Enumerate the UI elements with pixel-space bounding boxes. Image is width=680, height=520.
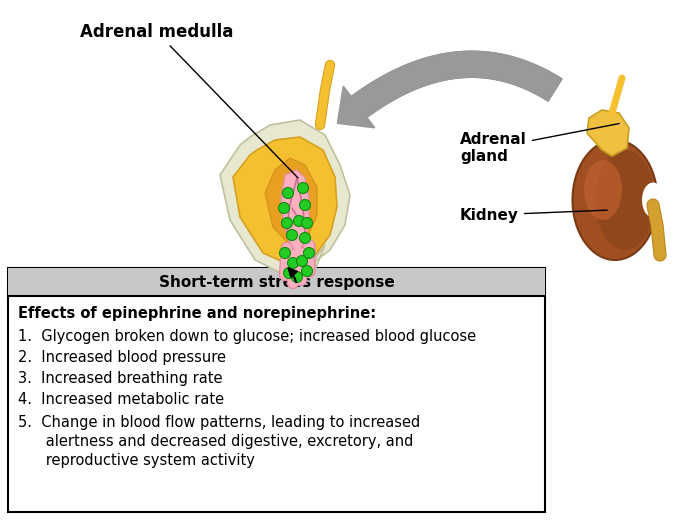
Polygon shape xyxy=(347,51,562,120)
Ellipse shape xyxy=(573,140,658,260)
Circle shape xyxy=(288,257,299,268)
Circle shape xyxy=(279,248,290,258)
Ellipse shape xyxy=(584,160,622,220)
Circle shape xyxy=(282,217,292,228)
Polygon shape xyxy=(337,86,375,128)
Text: Short-term stress response: Short-term stress response xyxy=(158,275,394,290)
Circle shape xyxy=(286,229,298,241)
Text: 3.  Increased breathing rate: 3. Increased breathing rate xyxy=(18,371,222,386)
Polygon shape xyxy=(337,86,375,128)
Text: 1.  Glycogen broken down to glucose; increased blood glucose: 1. Glycogen broken down to glucose; incr… xyxy=(18,329,476,344)
Polygon shape xyxy=(233,137,337,265)
Text: Adrenal medulla: Adrenal medulla xyxy=(80,23,298,178)
Polygon shape xyxy=(347,51,562,120)
Text: 2.  Increased blood pressure: 2. Increased blood pressure xyxy=(18,350,226,365)
Circle shape xyxy=(301,266,313,277)
Text: 4.  Increased metabolic rate: 4. Increased metabolic rate xyxy=(18,392,224,407)
Circle shape xyxy=(299,232,311,243)
Circle shape xyxy=(301,217,313,228)
Circle shape xyxy=(296,255,307,267)
Circle shape xyxy=(294,215,305,227)
Polygon shape xyxy=(220,120,350,275)
Circle shape xyxy=(303,248,314,258)
Text: Kidney: Kidney xyxy=(460,207,607,223)
Ellipse shape xyxy=(642,183,664,217)
Circle shape xyxy=(299,200,311,211)
Polygon shape xyxy=(281,170,309,255)
Text: 5.  Change in blood flow patterns, leading to increased
      alertness and decr: 5. Change in blood flow patterns, leadin… xyxy=(18,415,420,469)
Polygon shape xyxy=(265,158,317,245)
Circle shape xyxy=(292,271,303,282)
Text: Effects of epinephrine and norepinephrine:: Effects of epinephrine and norepinephrin… xyxy=(18,306,376,321)
Ellipse shape xyxy=(595,150,655,250)
Circle shape xyxy=(282,188,294,199)
Bar xyxy=(8,268,545,296)
Circle shape xyxy=(284,267,294,279)
Circle shape xyxy=(279,202,290,214)
Bar xyxy=(8,268,545,512)
Polygon shape xyxy=(587,110,629,156)
Circle shape xyxy=(298,183,309,193)
Text: Adrenal
gland: Adrenal gland xyxy=(460,124,619,164)
